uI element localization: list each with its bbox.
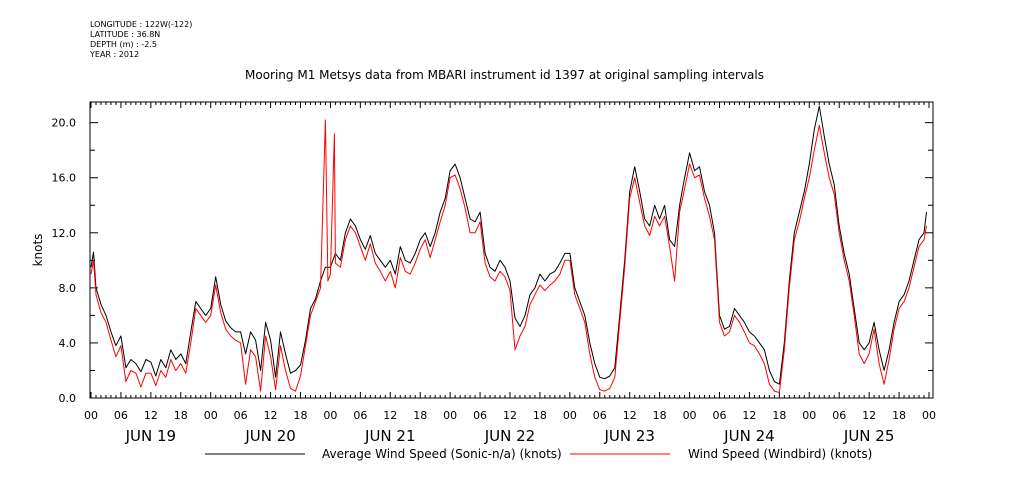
- x-tick-label: 06: [593, 409, 607, 422]
- y-tick-label: 8.0: [59, 282, 77, 295]
- y-tick-label: 20.0: [52, 117, 77, 130]
- x-tick-label: 00: [683, 409, 697, 422]
- legend: Average Wind Speed (Sonic-n/a) (knots) W…: [205, 447, 872, 461]
- x-tick-label: 12: [144, 409, 158, 422]
- x-tick-label: 00: [323, 409, 337, 422]
- x-tick-label: 00: [84, 409, 98, 422]
- x-tick-label: 18: [533, 409, 547, 422]
- day-label: JUN 19: [125, 427, 176, 445]
- legend-label-sonic: Average Wind Speed (Sonic-n/a) (knots): [322, 447, 562, 461]
- series-line-sonic: [90, 105, 927, 385]
- series-line-windbird: [90, 119, 927, 393]
- x-tick-label: 06: [473, 409, 487, 422]
- day-label: JUN 22: [484, 427, 535, 445]
- tick-marks: [90, 102, 933, 399]
- x-tick-label: 06: [353, 409, 367, 422]
- y-tick-label: 16.0: [52, 172, 77, 185]
- day-label: JUN 23: [603, 427, 654, 445]
- meta-longitude: LONGITUDE : 122W(-122): [90, 20, 193, 29]
- y-tick-label: 4.0: [59, 337, 77, 350]
- x-tick-label: 12: [742, 409, 756, 422]
- x-tick-label: 00: [443, 409, 457, 422]
- x-tick-label: 00: [922, 409, 936, 422]
- meta-year: YEAR : 2012: [90, 50, 140, 59]
- x-tick-label: 12: [623, 409, 637, 422]
- day-label: JUN 24: [723, 427, 774, 445]
- day-label: JUN 25: [843, 427, 894, 445]
- x-tick-label: 06: [832, 409, 846, 422]
- x-tick-label: 06: [114, 409, 128, 422]
- station-metadata: LONGITUDE : 122W(-122) LATITUDE : 36.8N …: [90, 20, 192, 60]
- x-tick-label: 18: [413, 409, 427, 422]
- chart-title: Mooring M1 Metsys data from MBARI instru…: [245, 68, 764, 82]
- series-lines: [90, 105, 927, 393]
- y-tick-label: 12.0: [52, 227, 77, 240]
- x-tick-label: 18: [772, 409, 786, 422]
- day-label: JUN 20: [244, 427, 295, 445]
- x-tick-label: 12: [383, 409, 397, 422]
- legend-label-windbird: Wind Speed (Windbird) (knots): [688, 447, 872, 461]
- day-label: JUN 21: [364, 427, 415, 445]
- x-tick-labels: 00 06 12 18 00 06 12 18 00 06 12 18 00 06 12 18 00 06 12 18…: [84, 409, 936, 422]
- x-tick-label: 12: [264, 409, 278, 422]
- x-tick-label: 06: [713, 409, 727, 422]
- x-tick-label: 18: [294, 409, 308, 422]
- y-tick-label: 0.0: [59, 392, 77, 405]
- x-tick-label: 18: [892, 409, 906, 422]
- plot-frame: [89, 101, 934, 399]
- x-tick-label: 00: [204, 409, 218, 422]
- x-tick-label: 18: [653, 409, 667, 422]
- y-tick-labels: 0.0 4.0 8.0 12.0 16.0 20.0: [52, 117, 77, 405]
- day-labels: JUN 19 JUN 20 JUN 21 JUN 22 JUN 23 JUN 24 JUN …: [125, 427, 895, 445]
- meta-depth: DEPTH (m) : -2.5: [90, 40, 157, 49]
- x-tick-label: 18: [174, 409, 188, 422]
- meta-latitude: LATITUDE : 36.8N: [90, 30, 161, 39]
- x-tick-label: 12: [862, 409, 876, 422]
- x-tick-label: 12: [503, 409, 517, 422]
- x-tick-label: 00: [563, 409, 577, 422]
- x-tick-label: 06: [234, 409, 248, 422]
- x-tick-label: 00: [802, 409, 816, 422]
- y-axis-label: knots: [31, 234, 45, 267]
